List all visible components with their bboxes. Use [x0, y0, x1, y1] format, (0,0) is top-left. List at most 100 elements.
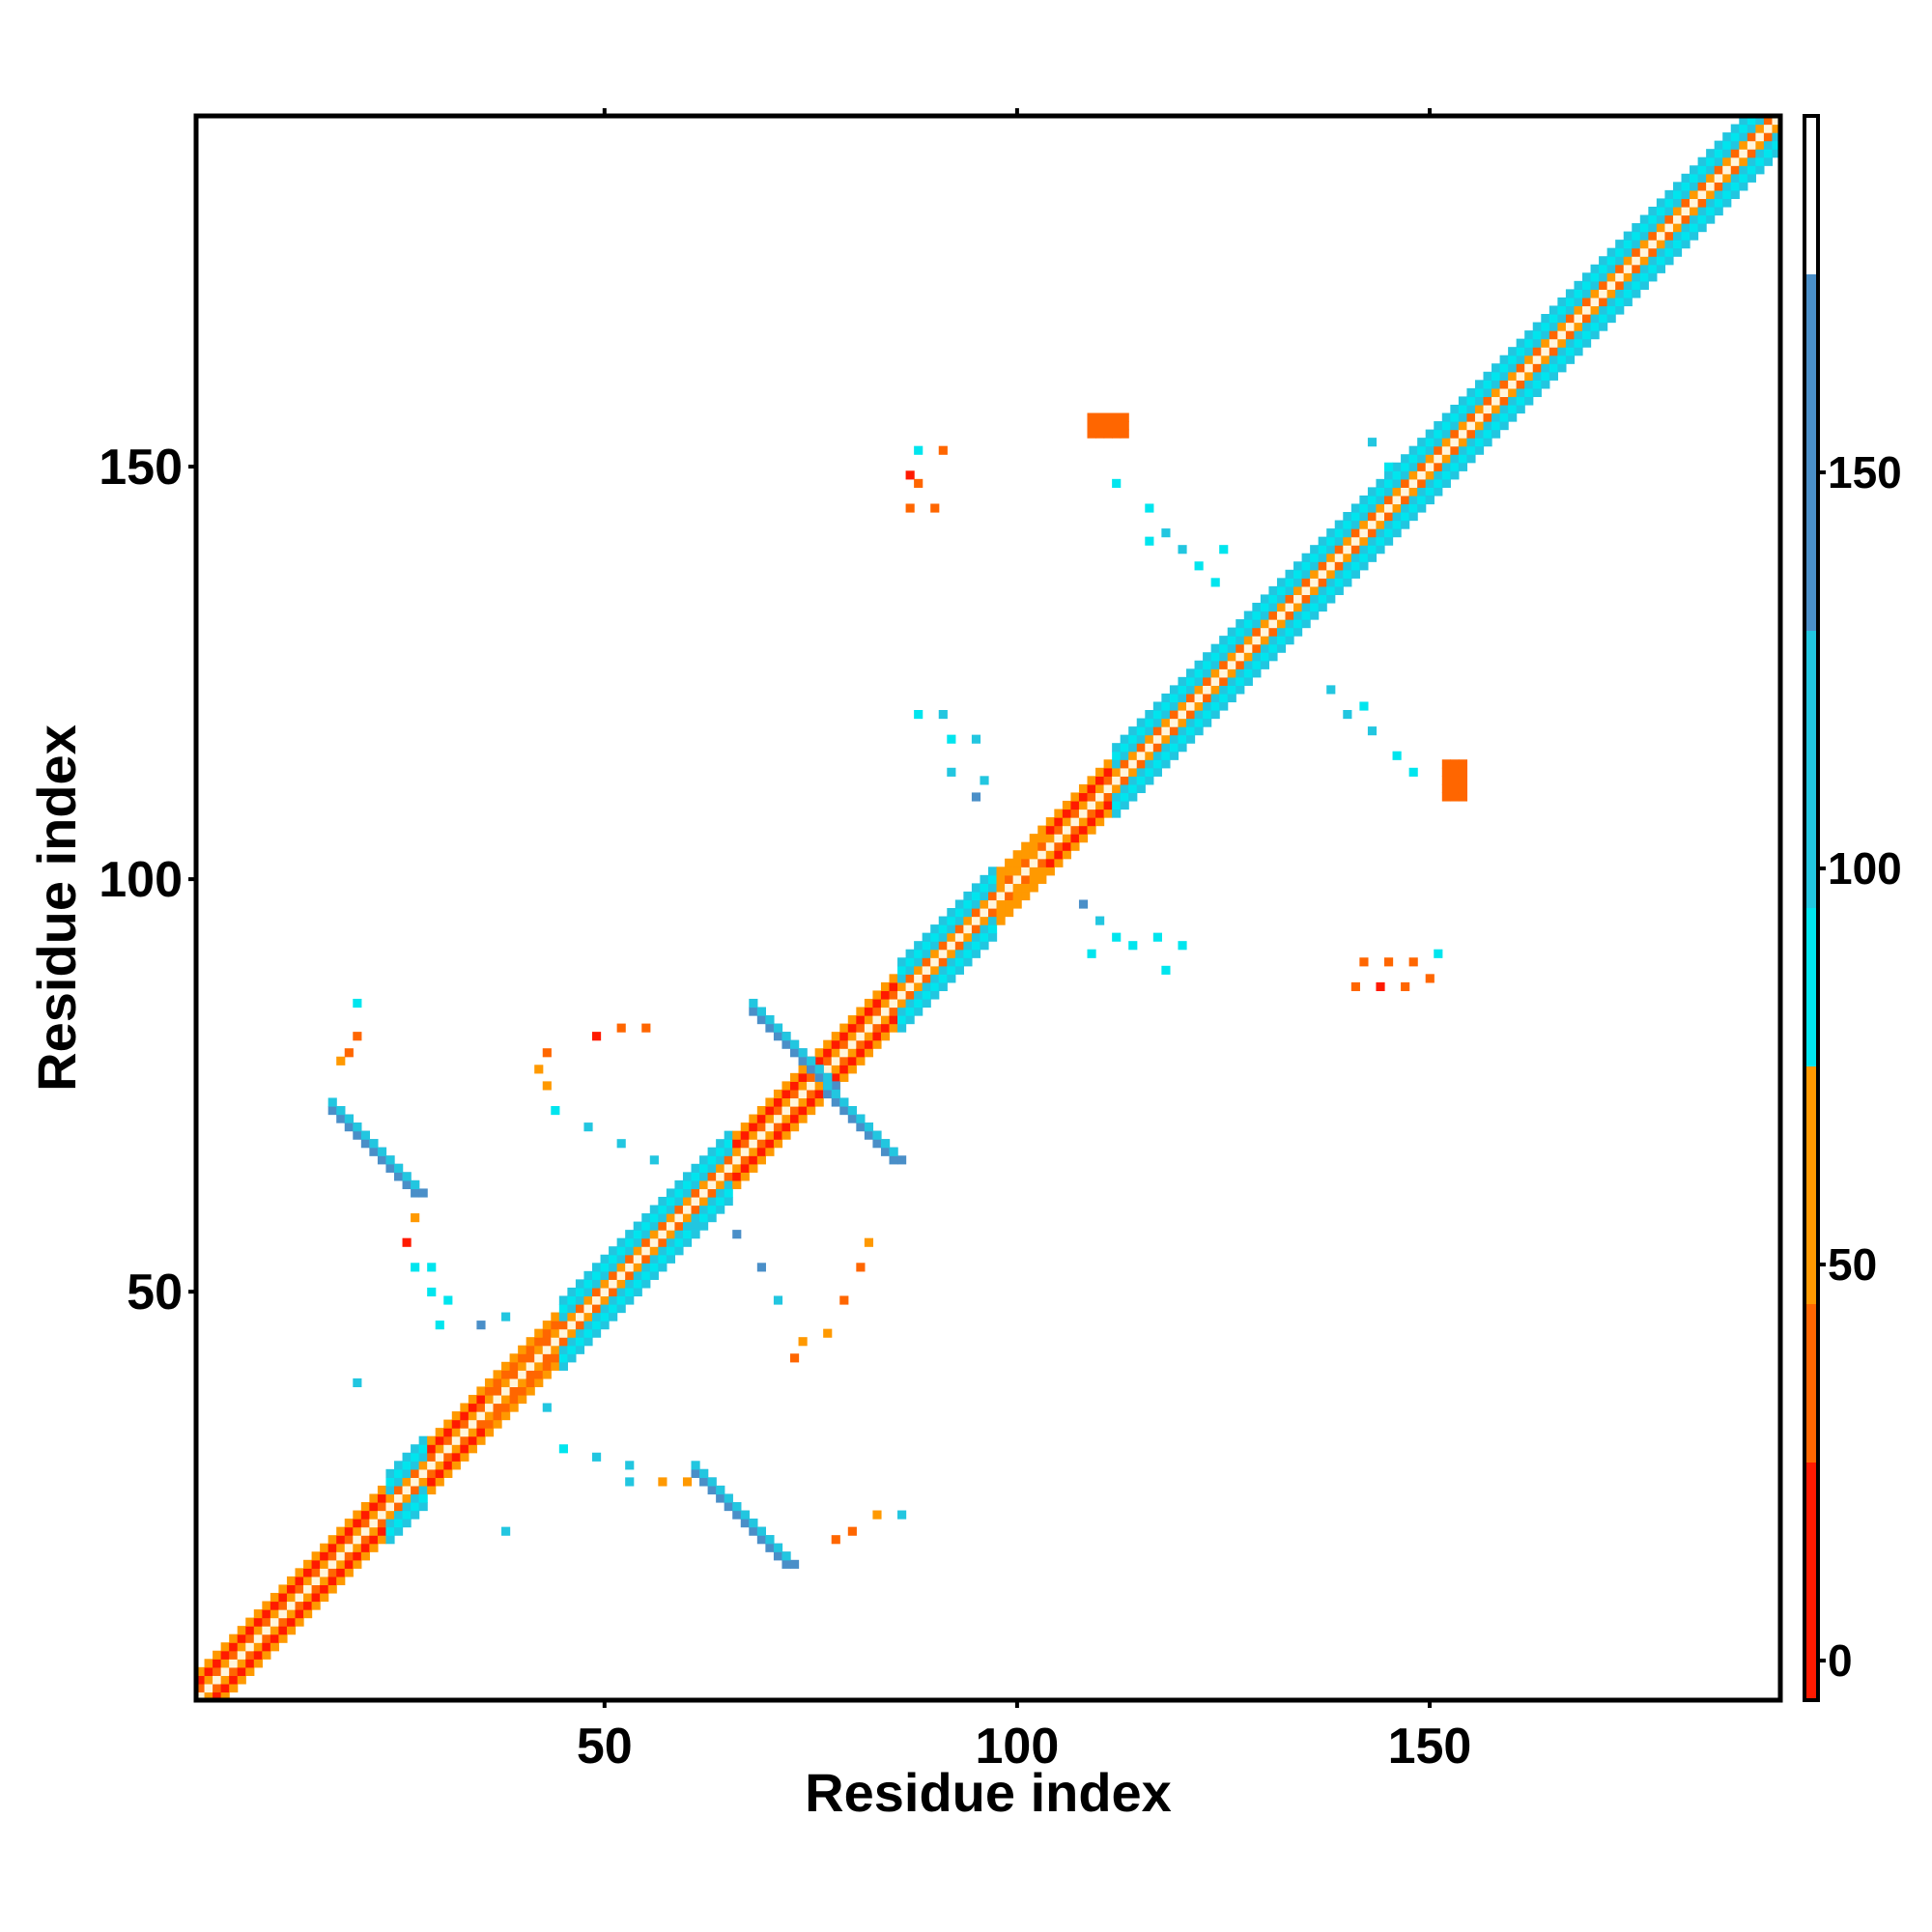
segment-cell	[807, 1065, 816, 1074]
diagonal-cell	[1112, 800, 1122, 810]
diagonal-cell	[1227, 668, 1236, 678]
diagonal-cell	[773, 1089, 783, 1099]
diagonal-cell	[1243, 636, 1253, 645]
diagonal-cell	[1672, 223, 1683, 233]
diagonal-cell	[1326, 561, 1336, 571]
diagonal-cell	[394, 1519, 404, 1528]
diagonal-cell	[493, 1386, 502, 1396]
diagonal-cell	[253, 1609, 263, 1619]
diagonal-cell	[1474, 445, 1485, 455]
diagonal-cell	[592, 1263, 602, 1272]
diagonal-cell	[749, 1155, 758, 1165]
diagonal-cell	[864, 1039, 874, 1049]
diagonal-cell	[1227, 636, 1236, 645]
diagonal-cell	[781, 1130, 791, 1140]
diagonal-cell	[1672, 182, 1683, 191]
diagonal-cell	[781, 1106, 791, 1116]
contact-cell	[1112, 932, 1122, 942]
diagonal-cell	[1070, 834, 1080, 843]
diagonal-cell	[1632, 223, 1641, 233]
diagonal-cell	[1582, 289, 1592, 298]
diagonal-cell	[633, 1221, 642, 1231]
diagonal-cell	[526, 1370, 535, 1379]
contact-cell	[534, 1065, 544, 1074]
diagonal-cell	[1690, 198, 1699, 208]
diagonal-cell	[213, 1691, 222, 1701]
diagonal-cell	[1367, 520, 1378, 529]
diagonal-cell	[1243, 660, 1253, 669]
diagonal-cell	[988, 883, 998, 893]
diagonal-cell	[468, 1428, 478, 1437]
diagonal-cell	[1203, 693, 1212, 703]
diagonal-cell	[971, 899, 981, 909]
diagonal-cell	[542, 1370, 552, 1379]
diagonal-cell	[567, 1304, 577, 1314]
diagonal-cell	[1384, 495, 1394, 505]
diagonal-cell	[616, 1279, 626, 1289]
diagonal-cell	[1548, 363, 1558, 373]
y-axis-title: Residue index	[26, 724, 87, 1092]
segment-cell	[773, 1543, 783, 1552]
diagonal-cell	[542, 1345, 552, 1354]
diagonal-cell	[790, 1072, 800, 1082]
diagonal-cell	[1508, 387, 1518, 398]
diagonal-cell	[443, 1444, 453, 1454]
x-tick-label: 50	[577, 1719, 633, 1775]
diagonal-cell	[1145, 734, 1154, 744]
diagonal-cell	[1656, 247, 1666, 257]
diagonal-cell	[856, 1032, 866, 1041]
segment-cell	[831, 1081, 840, 1091]
diagonal-cell	[1078, 800, 1089, 810]
contact-cell	[411, 1263, 420, 1272]
diagonal-cell	[1458, 429, 1468, 439]
diagonal-cell	[542, 1353, 552, 1363]
diagonal-cell	[658, 1263, 668, 1272]
diagonal-cell	[716, 1172, 725, 1181]
segment-cell	[856, 1114, 866, 1123]
diagonal-cell	[509, 1386, 519, 1396]
diagonal-cell	[1012, 874, 1022, 884]
colorbar-band	[1804, 116, 1818, 274]
diagonal-cell	[897, 965, 907, 975]
diagonal-cell	[1070, 800, 1080, 810]
diagonal-cell	[484, 1419, 495, 1429]
diagonal-cell	[1458, 462, 1468, 471]
diagonal-cell	[220, 1650, 230, 1660]
diagonal-cell	[798, 1065, 808, 1074]
diagonal-cell	[1054, 858, 1064, 867]
diagonal-cell	[1441, 454, 1451, 464]
diagonal-cell	[724, 1196, 733, 1207]
diagonal-cell	[749, 1147, 758, 1156]
diagonal-cell	[807, 1072, 816, 1082]
diagonal-cell	[1730, 189, 1740, 200]
diagonal-cell	[411, 1468, 420, 1478]
diagonal-cell	[1499, 363, 1509, 373]
diagonal-cell	[1301, 602, 1311, 612]
diagonal-cell	[1318, 553, 1327, 562]
diagonal-cell	[930, 965, 940, 975]
contact-cell	[616, 1023, 626, 1033]
diagonal-cell	[394, 1493, 404, 1503]
diagonal-cell	[1236, 619, 1245, 629]
diagonal-cell	[1755, 116, 1765, 126]
diagonal-cell	[1434, 454, 1443, 464]
diagonal-cell	[460, 1403, 469, 1412]
segment-cell	[847, 1114, 857, 1123]
diagonal-cell	[1367, 495, 1378, 505]
diagonal-cell	[1730, 124, 1740, 133]
diagonal-cell	[460, 1428, 469, 1437]
diagonal-cell	[1541, 330, 1550, 340]
diagonal-cell	[1458, 438, 1468, 447]
diagonal-cell	[270, 1626, 280, 1635]
diagonal-cell	[947, 916, 956, 925]
segment-cell	[699, 1468, 709, 1478]
diagonal-cell	[691, 1179, 700, 1190]
diagonal-cell	[1557, 297, 1567, 307]
diagonal-cell	[773, 1122, 783, 1132]
diagonal-cell	[1739, 182, 1748, 191]
diagonal-cell	[1499, 380, 1509, 389]
diagonal-cell	[1367, 512, 1378, 522]
diagonal-cell	[427, 1435, 437, 1445]
diagonal-cell	[1557, 330, 1567, 340]
